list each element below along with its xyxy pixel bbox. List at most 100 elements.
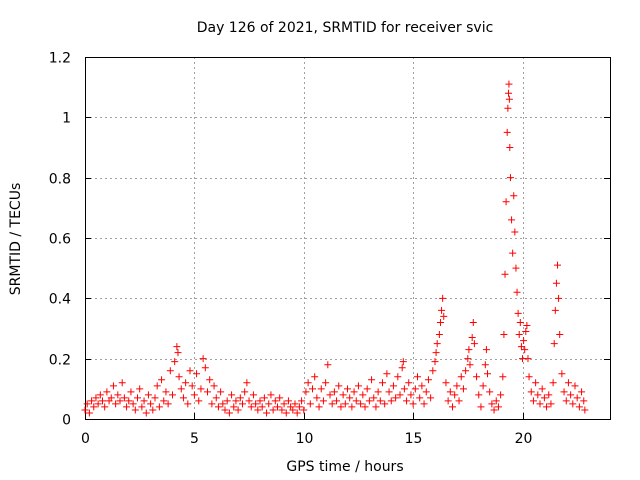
data-point	[512, 264, 520, 272]
data-point	[354, 382, 362, 390]
data-point	[260, 394, 268, 402]
data-point	[407, 391, 415, 399]
data-point	[442, 379, 450, 387]
data-point	[94, 400, 102, 408]
data-point	[497, 391, 505, 399]
data-point	[392, 394, 400, 402]
data-point	[267, 391, 275, 399]
data-point	[293, 409, 301, 417]
data-point	[208, 400, 216, 408]
data-point	[527, 388, 535, 396]
data-point	[418, 382, 426, 390]
data-point	[490, 406, 498, 414]
data-point	[500, 331, 508, 339]
data-point	[179, 394, 187, 402]
data-point	[221, 406, 229, 414]
data-points	[81, 80, 589, 417]
data-point	[359, 391, 367, 399]
data-point	[420, 400, 428, 408]
data-point	[501, 270, 509, 278]
data-point	[374, 388, 382, 396]
data-point	[158, 376, 166, 384]
data-point	[127, 388, 135, 396]
x-axis-label: GPS time / hours	[286, 459, 403, 475]
data-point	[564, 379, 572, 387]
data-point	[399, 358, 407, 366]
data-point	[361, 403, 369, 411]
data-point	[524, 355, 532, 363]
data-point	[269, 406, 277, 414]
data-point	[271, 397, 279, 405]
data-point	[459, 385, 467, 393]
data-point	[313, 394, 321, 402]
data-point	[510, 192, 518, 200]
data-point	[83, 400, 91, 408]
data-point	[210, 382, 218, 390]
data-point	[153, 382, 161, 390]
data-point	[547, 400, 555, 408]
data-point	[513, 288, 521, 296]
data-point	[300, 406, 308, 414]
data-point	[520, 337, 528, 345]
data-point	[580, 397, 588, 405]
data-point	[405, 379, 413, 387]
data-point	[581, 406, 589, 414]
data-point	[184, 400, 192, 408]
data-point	[99, 397, 106, 405]
data-point	[298, 397, 306, 405]
data-point	[278, 406, 286, 414]
data-point	[225, 409, 233, 417]
data-point	[516, 318, 524, 326]
data-point	[555, 294, 563, 302]
data-point	[552, 279, 560, 287]
data-point	[171, 358, 179, 366]
data-point	[92, 394, 100, 402]
data-point	[186, 367, 194, 375]
data-point	[381, 400, 389, 408]
data-point	[276, 394, 284, 402]
data-point	[265, 400, 273, 408]
data-point	[258, 403, 266, 411]
data-point	[385, 388, 393, 396]
data-point	[368, 376, 376, 384]
data-point	[217, 388, 225, 396]
data-point	[433, 340, 441, 348]
data-point	[206, 376, 214, 384]
data-point	[120, 394, 128, 402]
data-point	[499, 373, 507, 381]
data-point	[123, 403, 131, 411]
data-point	[204, 388, 211, 396]
data-point	[160, 397, 168, 405]
data-point	[337, 403, 345, 411]
data-point	[319, 397, 327, 405]
data-point	[484, 370, 491, 378]
data-point	[101, 403, 109, 411]
data-point	[398, 364, 406, 372]
data-point	[254, 406, 262, 414]
data-point	[578, 388, 586, 396]
data-point	[249, 391, 257, 399]
data-point	[567, 391, 575, 399]
data-point	[85, 409, 93, 417]
data-point	[522, 328, 530, 336]
data-point	[462, 367, 470, 375]
data-point	[350, 388, 358, 396]
data-point	[569, 400, 577, 408]
data-point	[118, 379, 126, 387]
data-point	[346, 394, 354, 402]
data-point	[481, 361, 489, 369]
data-point	[449, 403, 456, 411]
data-point	[90, 403, 98, 411]
data-point	[263, 409, 271, 417]
data-point	[529, 397, 537, 405]
y-tick-label: 0	[62, 413, 71, 429]
data-point	[295, 403, 303, 411]
data-point	[562, 397, 570, 405]
data-point	[511, 228, 519, 236]
data-point	[317, 385, 325, 393]
data-point	[506, 144, 514, 151]
data-point	[389, 382, 397, 390]
data-point	[435, 331, 443, 339]
data-point	[517, 343, 525, 351]
data-point	[116, 397, 124, 405]
